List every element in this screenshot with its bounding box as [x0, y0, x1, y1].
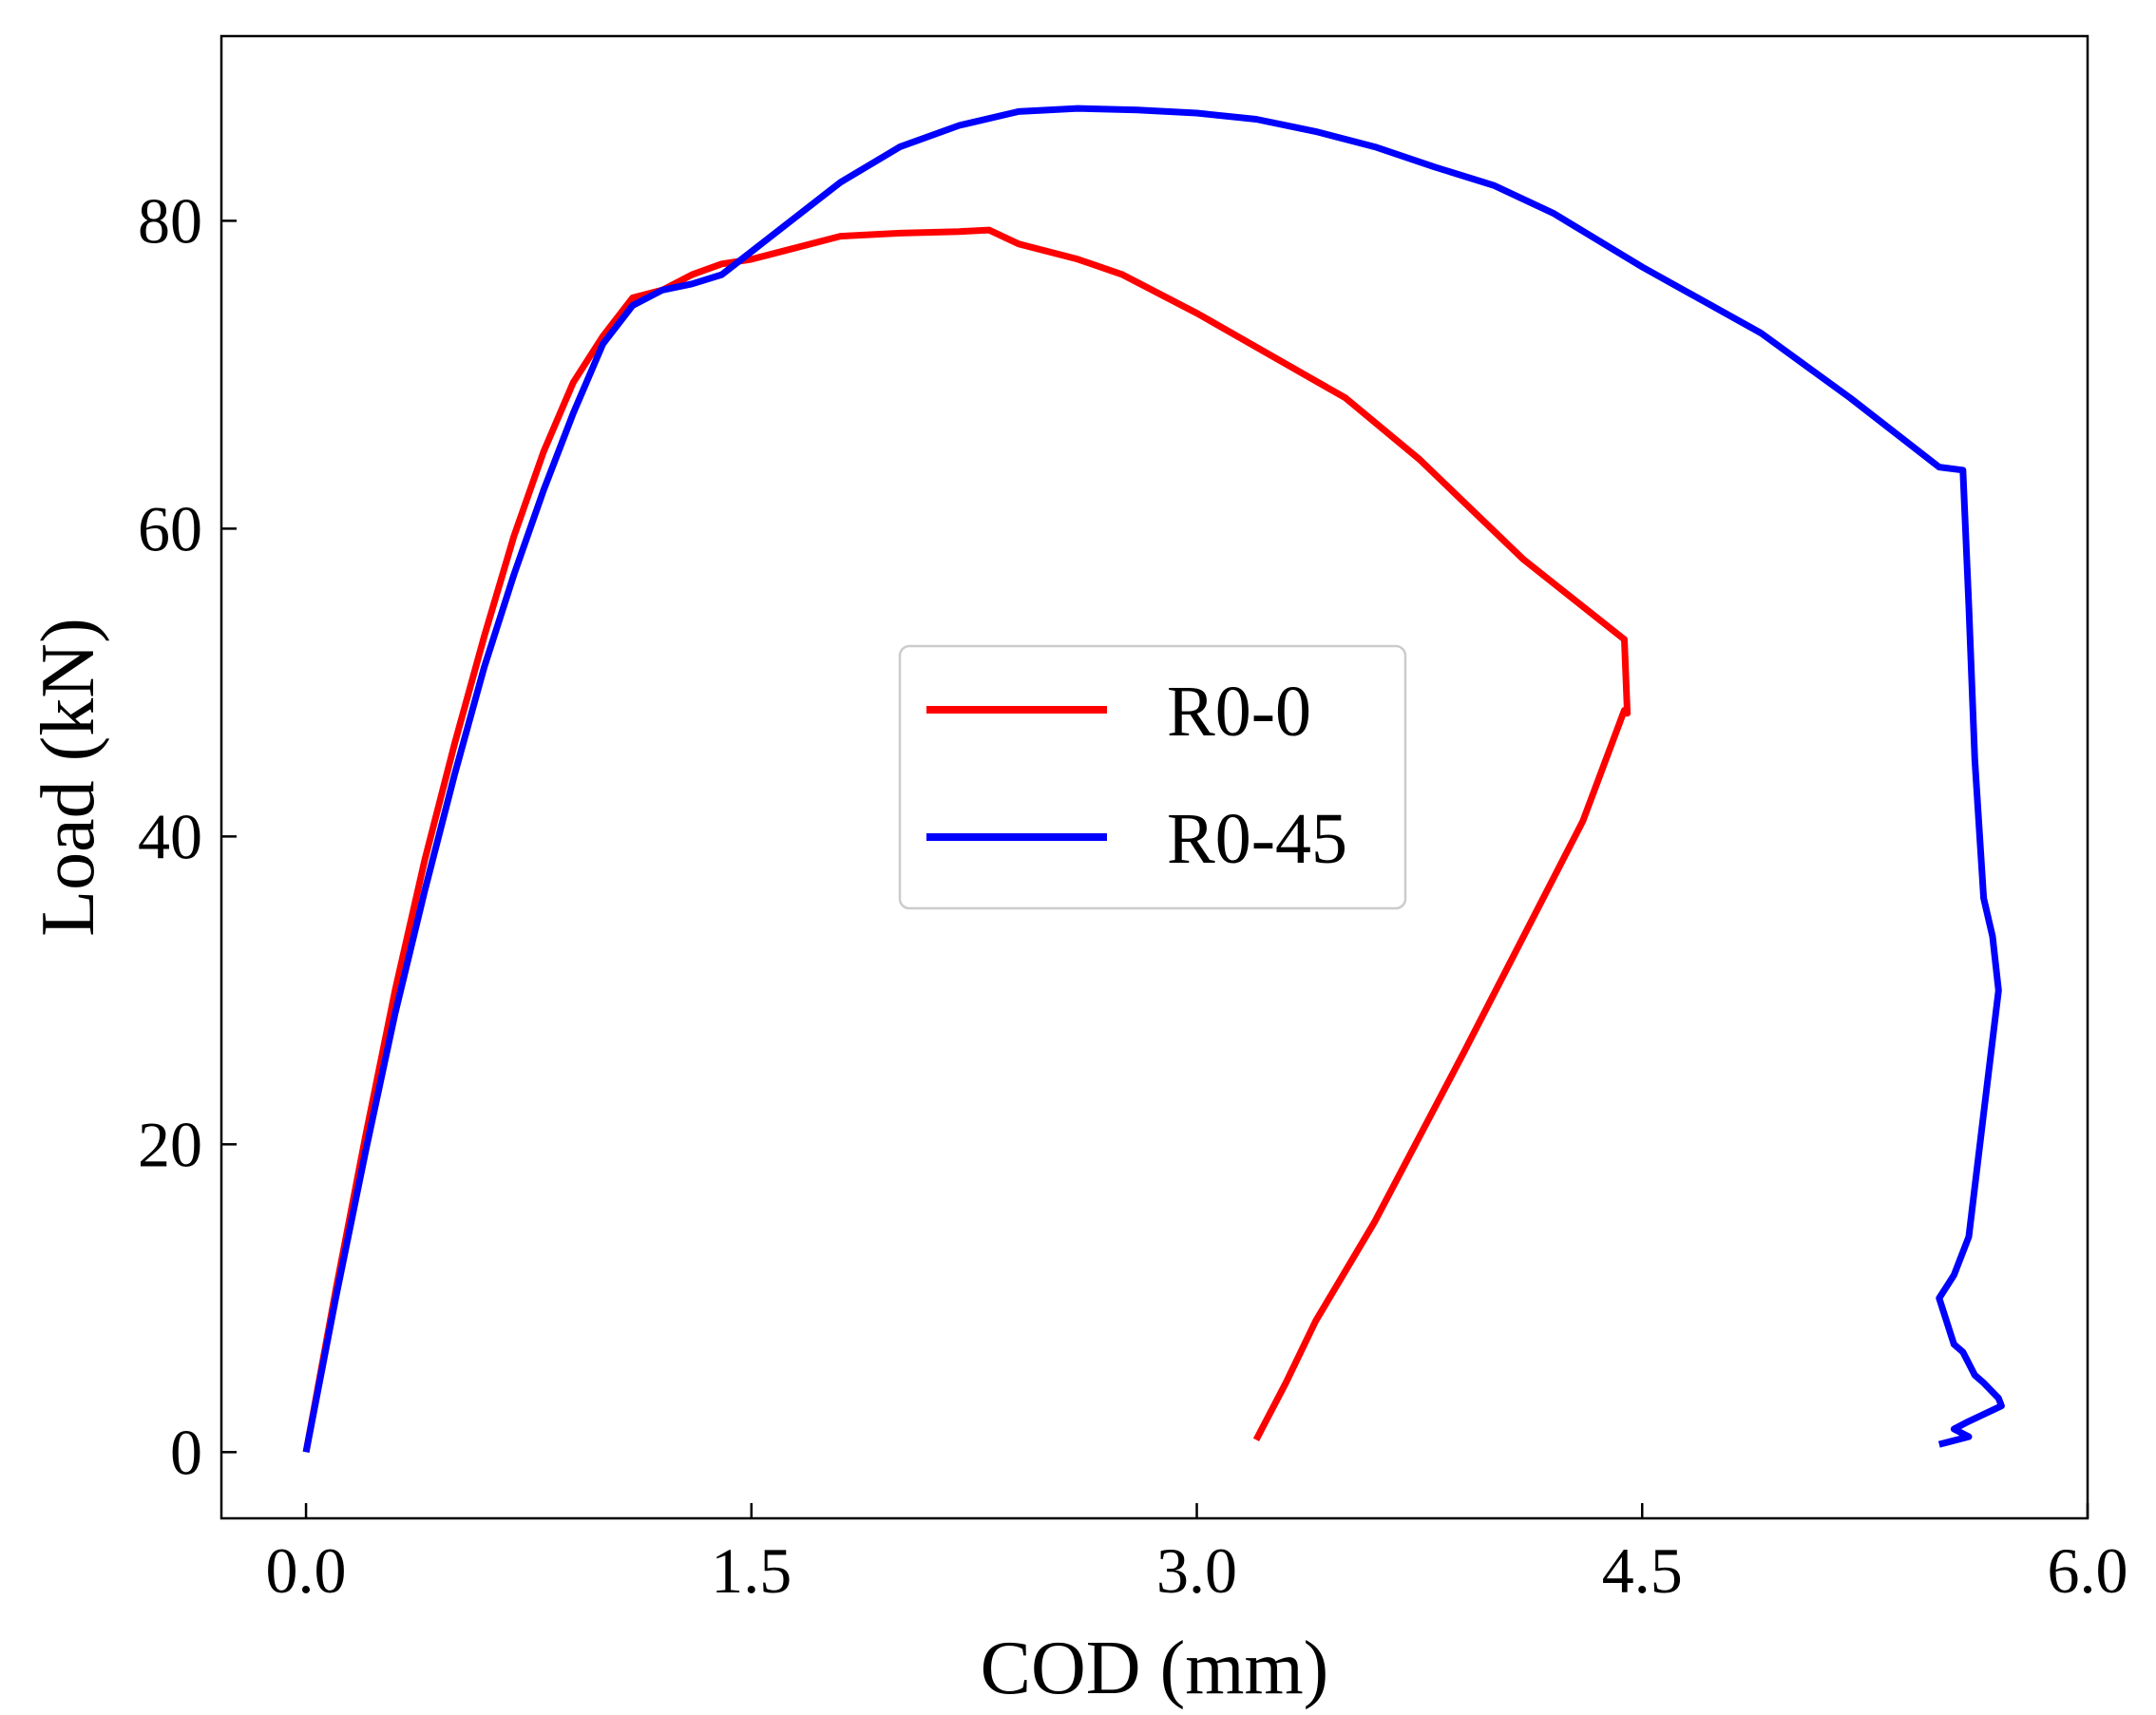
legend-label-r0-0: R0-0 — [1167, 672, 1311, 752]
x-tick-label: 4.5 — [1602, 1534, 1683, 1607]
series-line-r0-0 — [302, 226, 1631, 1453]
y-tick-label: 60 — [138, 492, 202, 564]
x-tick-label: 1.5 — [711, 1534, 792, 1607]
x-tick-label: 3.0 — [1156, 1534, 1237, 1607]
series-line-r0-45 — [302, 105, 2005, 1453]
x-tick-label: 0.0 — [266, 1534, 347, 1607]
plot-frame — [219, 34, 2089, 1520]
y-tick-label: 20 — [138, 1108, 202, 1180]
legend: R0-0 R0-45 — [898, 644, 1407, 910]
series-layer — [302, 105, 2005, 1453]
y-tick-label: 0 — [170, 1416, 202, 1488]
legend-label-r0-45: R0-45 — [1167, 799, 1347, 879]
y-tick-label: 40 — [138, 800, 202, 872]
y-axis: 0 20 40 60 80 — [138, 184, 237, 1488]
x-tick-label: 6.0 — [2048, 1534, 2128, 1607]
x-axis-title: COD (mm) — [981, 1627, 1329, 1710]
y-axis-title: Load (kN) — [27, 618, 110, 936]
y-tick-label: 80 — [138, 184, 202, 257]
x-axis: 0.0 1.5 3.0 4.5 6.0 — [266, 1503, 2128, 1607]
